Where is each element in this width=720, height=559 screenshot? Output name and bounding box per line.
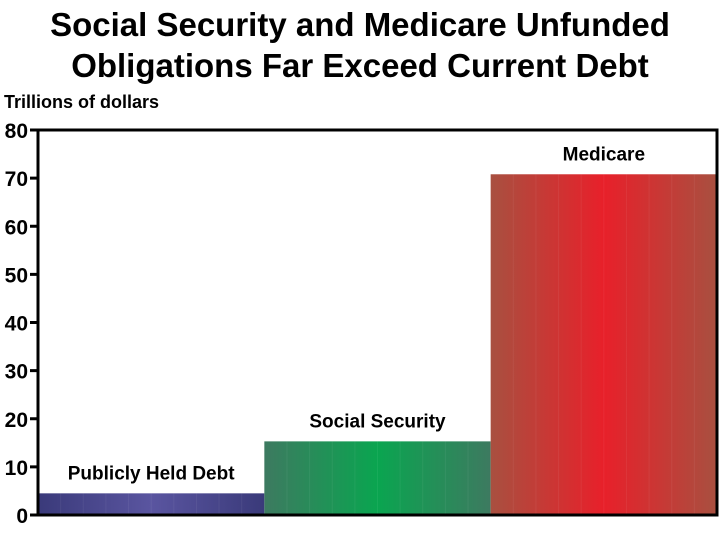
bar-labels-group: Publicly Held Debt Social Security Medicar… bbox=[68, 144, 645, 484]
chart-title: Social Security and Medicare Unfunded Obl… bbox=[50, 6, 670, 84]
y-tick-label: 80 bbox=[5, 120, 28, 143]
bar-medicare bbox=[490, 174, 717, 515]
y-axis-label: Trillions of dollars bbox=[4, 92, 160, 112]
bar-label: Social Security bbox=[309, 411, 446, 432]
y-ticks-group: 0 10 20 30 40 50 60 70 80 bbox=[5, 120, 38, 528]
y-tick-label: 20 bbox=[5, 409, 28, 432]
bar-publicly-held-debt bbox=[38, 493, 265, 515]
y-tick-label: 70 bbox=[5, 168, 28, 191]
y-tick-label: 50 bbox=[5, 264, 28, 287]
y-tick-label: 30 bbox=[5, 361, 28, 384]
y-tick-label: 10 bbox=[5, 457, 28, 480]
y-tick-label: 40 bbox=[5, 313, 28, 336]
bars-group bbox=[38, 174, 717, 515]
bar-social-security bbox=[264, 441, 491, 515]
bar-label: Medicare bbox=[563, 144, 645, 165]
y-tick-label: 0 bbox=[16, 505, 28, 528]
bar-label: Publicly Held Debt bbox=[68, 463, 235, 484]
y-tick-label: 60 bbox=[5, 216, 28, 239]
